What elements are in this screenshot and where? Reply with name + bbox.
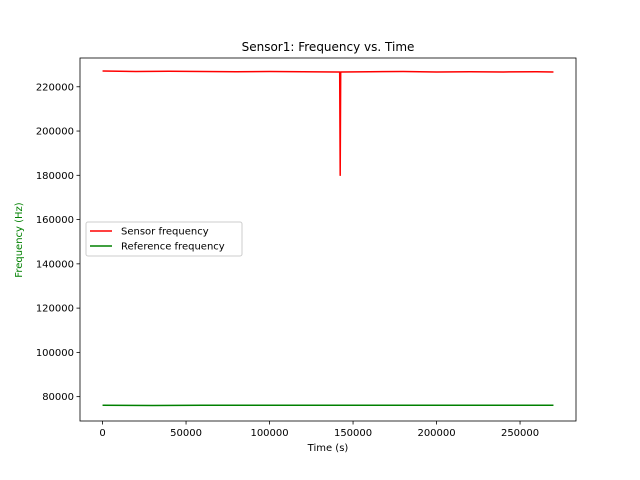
y-tick-label: 160000 [36,215,74,226]
legend-label-reference: Reference frequency [121,242,225,253]
x-tick-label: 200000 [417,428,455,439]
y-tick-label: 220000 [36,82,74,93]
x-tick-label: 100000 [250,428,288,439]
chart-title: Sensor1: Frequency vs. Time [242,40,415,54]
x-tick-label: 250000 [501,428,539,439]
x-tick-label: 50000 [170,428,202,439]
series-layer [102,70,554,407]
x-tick-label: 0 [99,428,105,439]
y-axis-label: Frequency (Hz) [14,202,25,278]
plot-frame [79,57,577,422]
y-tick-label: 200000 [36,127,74,138]
y-tick-label: 100000 [36,348,74,359]
x-tick-label: 150000 [334,428,372,439]
x-axis-label: Time (s) [307,443,349,454]
y-tick-label: 80000 [42,392,74,403]
y-axis-ticks: 80000 100000 120000 140000 160000 180000 20000… [36,82,80,403]
y-tick-label: 140000 [36,259,74,270]
legend: Sensor frequency Reference frequency [85,221,243,257]
y-tick-label: 120000 [36,304,74,315]
legend-box [85,221,243,257]
series-line-sensor [102,70,554,177]
legend-label-sensor: Sensor frequency [121,227,209,238]
x-axis-ticks: 0 50000 100000 150000 200000 250000 [99,421,539,439]
y-tick-label: 180000 [36,171,74,182]
